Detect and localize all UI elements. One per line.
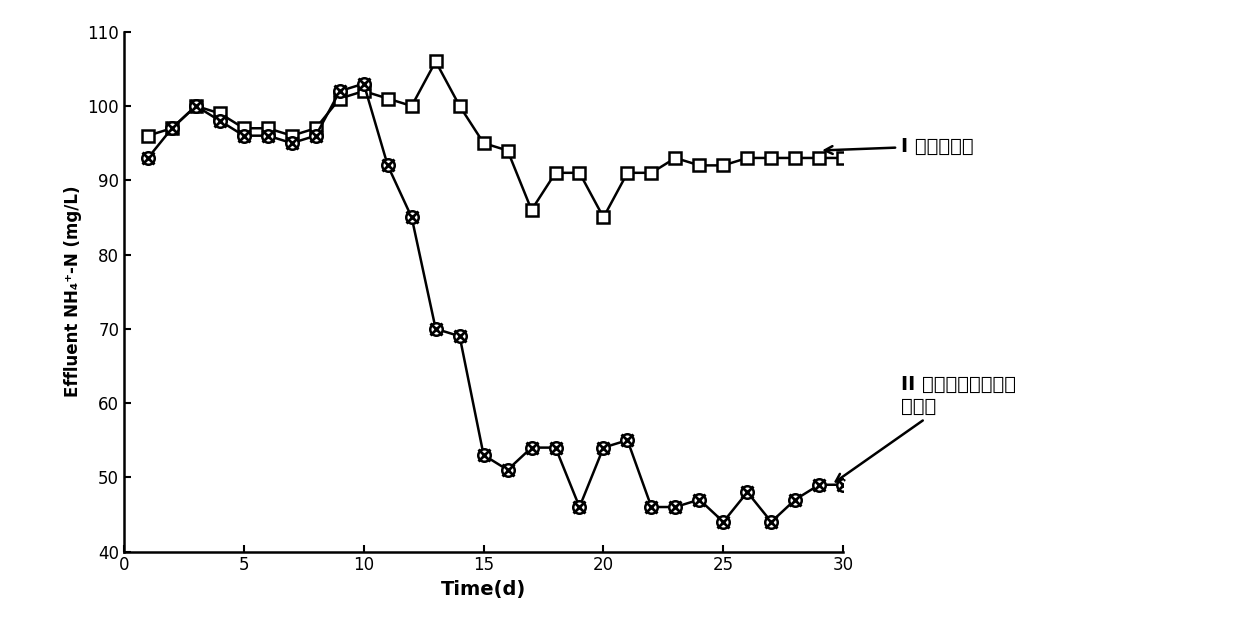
Text: I 参照反应器: I 参照反应器 [825, 136, 973, 155]
X-axis label: Time(d): Time(d) [441, 580, 526, 599]
Y-axis label: Effluent NH₄⁺-N (mg/L): Effluent NH₄⁺-N (mg/L) [63, 186, 82, 398]
Text: II 厉氧内置生锈铁屑
反应器: II 厉氧内置生锈铁屑 反应器 [836, 375, 1016, 482]
